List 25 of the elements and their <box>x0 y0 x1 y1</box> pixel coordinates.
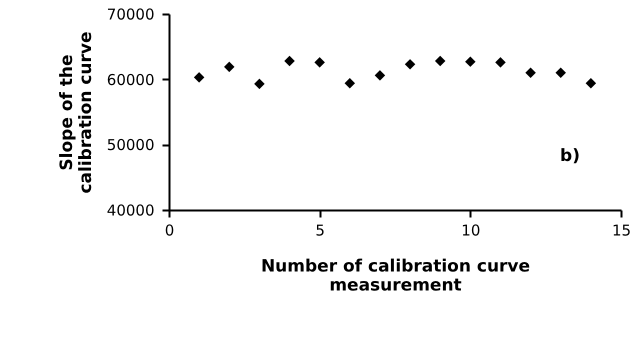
point <box>495 57 506 68</box>
point <box>404 59 416 70</box>
point <box>525 68 536 78</box>
point <box>344 78 356 88</box>
x-tick-label: 0 <box>164 222 174 240</box>
y-tick-label: 60000 <box>106 70 154 89</box>
x-tick-label: 5 <box>315 222 325 240</box>
y-tick-label: 50000 <box>106 136 154 154</box>
y-axis-title: Slope of the calibration curve <box>56 31 96 194</box>
x-tick-label: 10 <box>461 222 480 240</box>
point <box>284 56 295 66</box>
x-tick-label: 15 <box>612 222 632 240</box>
point <box>586 78 596 88</box>
y-tick-label: 70000 <box>106 6 154 24</box>
point <box>194 72 204 83</box>
annotation: b) <box>560 146 580 166</box>
point <box>555 68 566 78</box>
point <box>374 70 386 81</box>
point <box>224 62 235 72</box>
point <box>465 56 476 67</box>
point <box>254 78 265 90</box>
y-tick-label: 40000 <box>106 202 154 220</box>
point <box>434 56 446 66</box>
point <box>314 57 325 68</box>
x-axis-title: Number of calibration curve measurement <box>260 256 530 296</box>
